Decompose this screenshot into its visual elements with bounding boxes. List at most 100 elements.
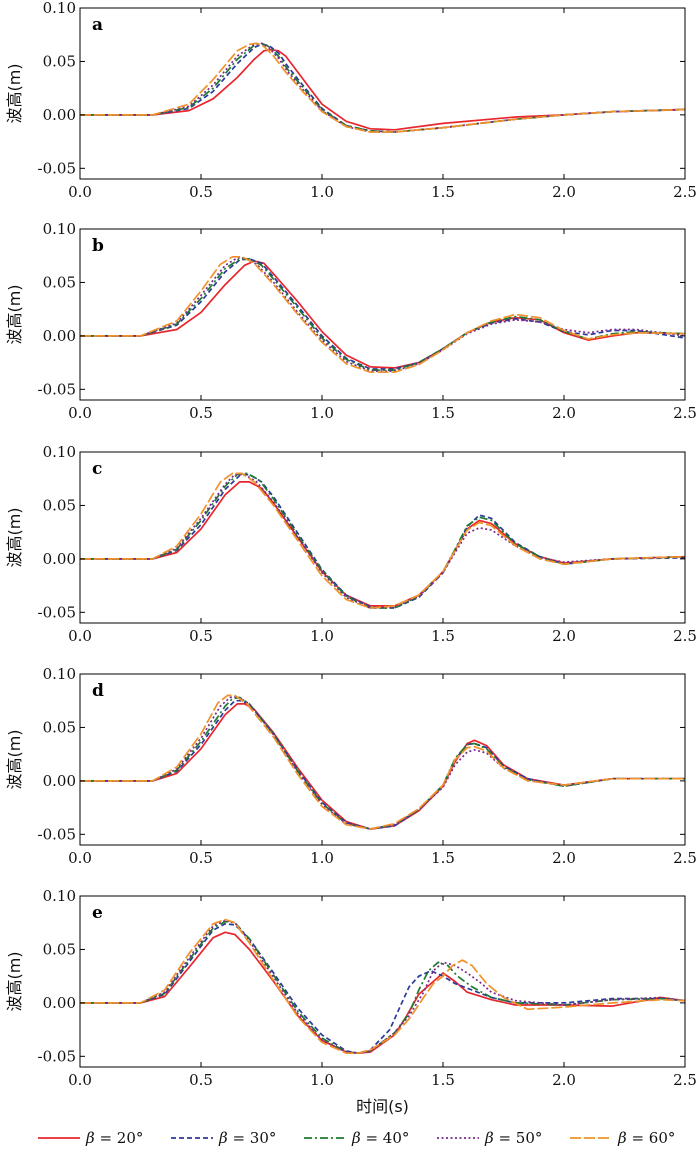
panel-label: c xyxy=(92,459,102,479)
series-line-e-5 xyxy=(80,918,685,1054)
y-tick-label: 0.10 xyxy=(43,887,76,905)
x-tick-label: 2.5 xyxy=(673,627,697,645)
series-line-a-4 xyxy=(80,42,685,133)
x-tick-label: 2.5 xyxy=(673,849,697,867)
x-tick-label: 1.5 xyxy=(431,627,455,645)
panel-label: b xyxy=(92,236,104,256)
x-tick-label: 0.0 xyxy=(68,849,92,867)
y-tick-label: -0.05 xyxy=(38,1047,76,1065)
legend-item: β = 50° xyxy=(437,1129,542,1147)
y-tick-label: 0.00 xyxy=(43,327,76,345)
y-tick-label: -0.05 xyxy=(38,603,76,621)
legend-label: β = 60° xyxy=(617,1129,675,1147)
x-tick-label: 0.5 xyxy=(189,1071,213,1089)
legend-item: β = 20° xyxy=(38,1129,143,1147)
x-tick-label: 1.0 xyxy=(310,849,334,867)
x-tick-label: 2.0 xyxy=(552,1071,576,1089)
y-tick-label: 0.05 xyxy=(43,52,76,70)
series-line-a-1 xyxy=(80,48,685,131)
series-line-c-5 xyxy=(80,472,685,609)
series-line-e-3 xyxy=(80,920,685,1054)
legend-label: β = 40° xyxy=(351,1129,409,1147)
legend-label: β = 20° xyxy=(85,1129,143,1147)
x-tick-label: 1.5 xyxy=(431,1071,455,1089)
x-tick-label: 2.5 xyxy=(673,1071,697,1089)
legend-item: β = 30° xyxy=(171,1129,276,1147)
series-line-d-1 xyxy=(80,703,685,830)
y-tick-label: 0.10 xyxy=(43,665,76,683)
x-tick-label: 2.0 xyxy=(552,627,576,645)
series-line-d-2 xyxy=(80,699,685,830)
series-line-d-5 xyxy=(80,694,685,830)
x-tick-label: 0.0 xyxy=(68,627,92,645)
x-axis-title: 时间(s) xyxy=(356,1097,409,1116)
plot-frame xyxy=(79,7,686,180)
legend: β = 20° β = 30° β = 40° β = 50° β = 60° xyxy=(38,1129,675,1147)
y-axis-title: 波高(m) xyxy=(5,284,24,344)
series-line-b-5 xyxy=(80,255,685,374)
y-tick-label: 0.10 xyxy=(43,0,76,17)
series-line-a-5 xyxy=(80,42,685,133)
series-line-e-1 xyxy=(80,931,685,1054)
plot-frame xyxy=(79,895,686,1068)
x-tick-label: 0.0 xyxy=(68,404,92,422)
x-tick-label: 0.5 xyxy=(189,849,213,867)
plot-frame xyxy=(79,228,686,401)
x-tick-label: 1.5 xyxy=(431,849,455,867)
x-tick-label: 0.0 xyxy=(68,1071,92,1089)
x-tick-label: 1.0 xyxy=(310,183,334,201)
y-tick-label: 0.05 xyxy=(43,940,76,958)
chart-panel-d: 0.0 0.5 1.0 1.5 2.0 2.5 -0.05 0.00 0.05 0.10 d 波高(m… xyxy=(5,665,697,867)
series-line-b-2 xyxy=(80,258,685,370)
series-line-b-1 xyxy=(80,260,685,369)
series-line-c-3 xyxy=(80,472,685,609)
x-tick-label: 0.5 xyxy=(189,627,213,645)
chart-panel-a: 0.0 0.5 1.0 1.5 2.0 2.5 -0.05 0.00 0.05 0.10 a 波高(m… xyxy=(5,0,697,201)
y-tick-label: -0.05 xyxy=(38,380,76,398)
series-line-c-1 xyxy=(80,481,685,607)
y-tick-label: 0.00 xyxy=(43,106,76,124)
x-tick-label: 0.5 xyxy=(189,404,213,422)
x-tick-label: 1.0 xyxy=(310,404,334,422)
x-tick-label: 2.0 xyxy=(552,849,576,867)
series-line-a-3 xyxy=(80,42,685,133)
y-tick-label: 0.05 xyxy=(43,273,76,291)
panel-label: a xyxy=(92,15,103,35)
x-tick-label: 1.0 xyxy=(310,1071,334,1089)
panel-label: e xyxy=(92,903,103,923)
y-axis-title: 波高(m) xyxy=(5,63,24,123)
y-tick-label: 0.05 xyxy=(43,718,76,736)
chart-panel-e: 0.0 0.5 1.0 1.5 2.0 2.5 -0.05 0.00 0.05 0.10 e 波高(m… xyxy=(5,887,697,1089)
x-tick-label: 2.0 xyxy=(552,404,576,422)
panel-label: d xyxy=(92,681,104,701)
y-axis-title: 波高(m) xyxy=(5,729,24,789)
x-tick-label: 1.0 xyxy=(310,627,334,645)
series-line-d-3 xyxy=(80,696,685,830)
chart-panel-c: 0.0 0.5 1.0 1.5 2.0 2.5 -0.05 0.00 0.05 0.10 c 波高(m… xyxy=(5,443,697,645)
series-line-d-4 xyxy=(80,695,685,830)
x-tick-label: 2.5 xyxy=(673,183,697,201)
series-line-c-4 xyxy=(80,473,685,609)
x-tick-label: 1.5 xyxy=(431,404,455,422)
y-tick-label: -0.05 xyxy=(38,159,76,177)
y-axis-title: 波高(m) xyxy=(5,507,24,567)
chart-panel-b: 0.0 0.5 1.0 1.5 2.0 2.5 -0.05 0.00 0.05 0.10 b 波高(m… xyxy=(5,220,697,422)
y-tick-label: 0.00 xyxy=(43,772,76,790)
x-tick-label: 2.5 xyxy=(673,404,697,422)
y-tick-label: -0.05 xyxy=(38,825,76,843)
series-line-c-2 xyxy=(80,473,685,609)
legend-item: β = 60° xyxy=(570,1129,675,1147)
legend-label: β = 50° xyxy=(484,1129,542,1147)
y-tick-label: 0.10 xyxy=(43,443,76,461)
series-line-b-3 xyxy=(80,258,685,371)
x-tick-label: 2.0 xyxy=(552,183,576,201)
y-tick-label: 0.00 xyxy=(43,550,76,568)
series-line-b-4 xyxy=(80,257,685,372)
series-line-a-2 xyxy=(80,43,685,133)
y-axis-title: 波高(m) xyxy=(5,951,24,1011)
y-tick-label: 0.00 xyxy=(43,994,76,1012)
x-tick-label: 0.0 xyxy=(68,183,92,201)
y-tick-label: 0.10 xyxy=(43,220,76,238)
plot-frame xyxy=(79,451,686,624)
